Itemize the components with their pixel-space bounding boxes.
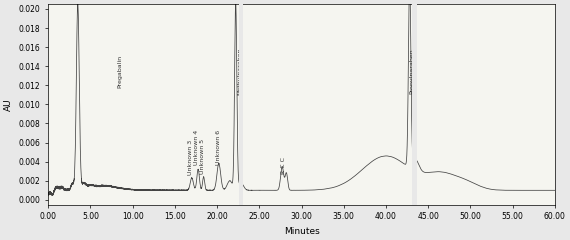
- Text: Unknown 5: Unknown 5: [200, 139, 205, 174]
- Bar: [239, 4, 243, 205]
- Text: Pregabalin: Pregabalin: [117, 54, 123, 88]
- X-axis label: Minutes: Minutes: [284, 227, 319, 236]
- Text: Propylparaben: Propylparaben: [409, 48, 414, 94]
- Text: R C C: R C C: [282, 157, 286, 174]
- Text: Unknown 4: Unknown 4: [194, 130, 199, 165]
- Text: Unknown 3: Unknown 3: [189, 139, 193, 174]
- Text: Unknown 6: Unknown 6: [217, 130, 221, 165]
- Text: Methylparaben: Methylparaben: [238, 47, 242, 95]
- Bar: [412, 4, 417, 205]
- Y-axis label: AU: AU: [4, 98, 13, 111]
